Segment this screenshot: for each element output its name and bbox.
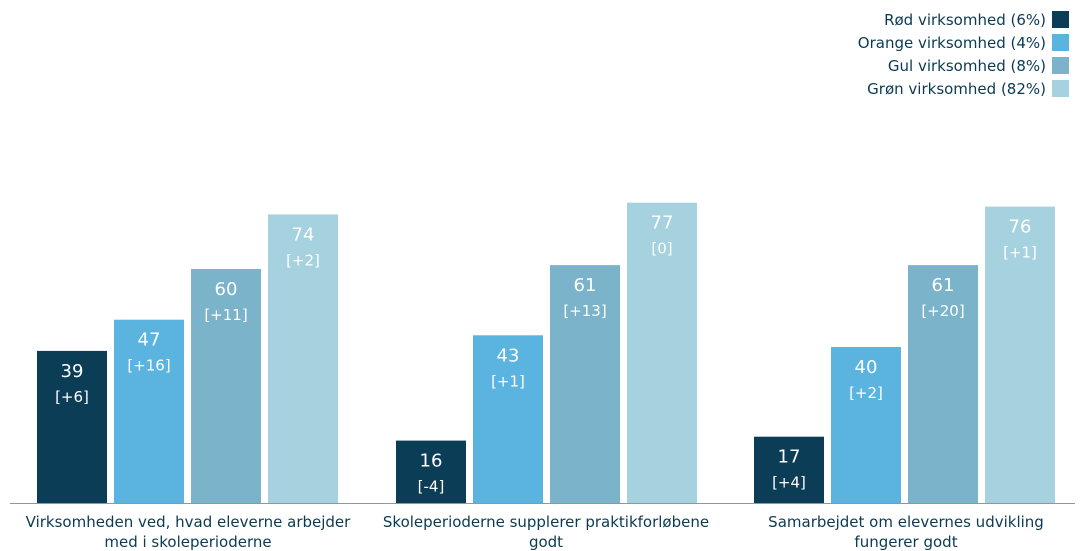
change-label: [+1] [1003,244,1037,262]
bar-2-2 [473,335,543,503]
bar-1-3 [191,269,261,503]
value-label: 60 [215,279,238,300]
category-label: fungerer godt [854,533,957,551]
category-label: Virksomheden ved, hvad eleverne arbejder [26,513,352,531]
value-label: 76 [1009,217,1032,238]
legend-label-yellow: Gul virksomhed (8%) [887,56,1046,75]
bar-3-2 [831,347,901,503]
value-label: 74 [292,224,315,245]
value-label: 39 [61,361,84,382]
category-label: Samarbejdet om elevernes udvikling [768,513,1044,531]
change-label: [+13] [563,302,606,320]
change-label: [+4] [772,474,806,492]
legend-swatch-yellow [1052,57,1069,74]
bar-3-4 [985,206,1055,503]
legend-swatch-green [1052,80,1069,97]
change-label: [+11] [204,306,247,324]
value-label: 17 [778,447,801,468]
legend-item-yellow: Gul virksomhed (8%) [858,54,1069,77]
legend-item-orange: Orange virksomhed (4%) [858,31,1069,54]
category-label: med i skoleperioderne [104,533,271,551]
value-label: 61 [932,275,955,296]
value-label: 43 [497,345,520,366]
change-label: [+1] [491,372,525,390]
legend-item-green: Grøn virksomhed (82%) [858,77,1069,100]
bar-3-1 [754,436,824,503]
bar-1-2 [114,319,184,503]
legend-swatch-red [1052,11,1069,28]
change-label: [+2] [849,384,883,402]
value-label: 47 [138,330,161,351]
value-label: 40 [855,357,878,378]
change-label: [+20] [921,302,964,320]
legend: Rød virksomhed (6%) Orange virksomhed (4… [858,8,1069,100]
bar-2-3 [550,265,620,503]
legend-label-orange: Orange virksomhed (4%) [857,33,1046,52]
legend-label-green: Grøn virksomhed (82%) [867,79,1046,98]
bar-1-1 [37,350,107,503]
change-label: [+6] [55,388,89,406]
category-label: Skoleperioderne supplerer praktikforløbe… [383,513,709,531]
value-label: 77 [651,213,674,234]
legend-label-red: Rød virksomhed (6%) [884,10,1046,29]
value-label: 61 [574,275,597,296]
bar-2-4 [627,202,697,503]
change-label: [0] [651,240,672,258]
legend-item-red: Rød virksomhed (6%) [858,8,1069,31]
category-label: godt [529,533,563,551]
change-label: [+16] [127,357,170,375]
bar-1-4 [268,214,338,503]
value-label: 16 [420,451,443,472]
change-label: [+2] [286,251,320,269]
legend-swatch-orange [1052,34,1069,51]
change-label: [-4] [418,478,445,496]
bar-3-3 [908,265,978,503]
bar-2-1 [396,440,466,503]
